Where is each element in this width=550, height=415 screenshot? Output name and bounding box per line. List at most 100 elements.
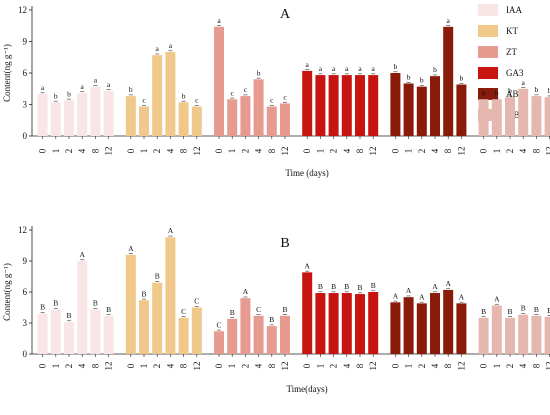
panel-a-ga3-0-significance-letter: a: [306, 60, 310, 69]
panel-a-iaa-12-x-tick-label: 12: [104, 147, 114, 156]
panel-a-ga3-12-bar: [368, 75, 379, 136]
panel-a-aba-12-x-tick-label: 12: [456, 147, 466, 156]
panel-a-zt-1-x-tick-label: 1: [227, 149, 237, 154]
panel-b-kt-1-bar: [139, 300, 149, 354]
panel-b-iaa-1-significance-letter: B: [53, 299, 58, 308]
panel-a-kt-4-x-tick-label: 4: [165, 148, 175, 153]
panel-a-ga3-12-significance-letter: a: [372, 64, 376, 73]
panel-a-ga3-4-bar: [341, 75, 352, 136]
panel-a-zt-1-significance-letter: c: [231, 88, 235, 97]
panel-b-6ba-12-significance-letter: B: [547, 306, 550, 315]
panel-b-zt-2-x-tick-label: 2: [240, 364, 250, 369]
panel-a-ga3-4-x-tick-label: 4: [342, 148, 352, 153]
panel-a-kt-2-bar: [152, 55, 163, 136]
panel-a-6ba-0-significance-letter: b: [482, 88, 486, 97]
panel-a-aba-12-significance-letter: b: [460, 74, 464, 83]
panel-a-6ba-4-x-tick-label: 4: [518, 148, 528, 153]
panel-a-zt-8-significance-letter: c: [270, 96, 274, 105]
panel-b-kt-4-significance-letter: A: [168, 226, 174, 235]
legend-label-ga3: GA3: [506, 68, 524, 78]
panel-b-kt-2-significance-letter: B: [155, 272, 160, 281]
panel-a-ga3-8-bar: [355, 75, 365, 136]
panel-b-iaa-0-bar: [37, 313, 48, 354]
panel-a-zt-2-x-tick-label: 2: [240, 149, 250, 154]
panel-a-iaa-1-significance-letter: b: [54, 91, 58, 100]
legend-label-iaa: IAA: [506, 5, 522, 15]
panel-a-ga3-1-x-tick-label: 1: [315, 149, 325, 154]
panel-a-zt-4-bar: [253, 79, 264, 136]
panel-b-aba-8-bar: [443, 289, 454, 354]
panel-a-aba-12-bar: [456, 84, 467, 136]
panel-b-aba-8-x-tick-label: 8: [443, 363, 453, 368]
panel-b-ga3-8-significance-letter: B: [357, 283, 362, 292]
panel-b-kt-8-significance-letter: C: [181, 307, 186, 316]
panel-b-6ba-1-bar: [491, 305, 502, 354]
panel-b-x-axis-title: Time(days): [287, 384, 328, 394]
legend-swatch-zt: [478, 46, 498, 58]
panel-a-ga3-2-bar: [328, 75, 339, 136]
panel-a-6ba-2-x-tick-label: 2: [505, 149, 515, 154]
panel-a-iaa-12-significance-letter: a: [107, 80, 111, 89]
panel-b-ga3-2-significance-letter: B: [331, 282, 336, 291]
panel-b-ga3-2-bar: [328, 293, 339, 354]
panel-b-zt-12-bar: [280, 315, 290, 354]
panel-b-zt-8-significance-letter: B: [269, 315, 274, 324]
panel-b-y-tick-label-9: 9: [23, 256, 28, 266]
panel-a-iaa-12-bar: [103, 90, 114, 136]
panel-b-y-tick-label-0: 0: [23, 349, 28, 359]
panel-a-aba-1-bar: [403, 83, 414, 136]
panel-a-zt-4-x-tick-label: 4: [254, 148, 264, 153]
panel-a-iaa-0-bar: [37, 94, 48, 136]
panel-b-kt-1-x-tick-label: 1: [139, 364, 149, 369]
panel-a-ga3-4-significance-letter: a: [345, 64, 349, 73]
panel-b-ga3-1-x-tick-label: 1: [315, 364, 325, 369]
panel-a-kt-0-bar: [125, 96, 136, 136]
panel-b-iaa-0-significance-letter: B: [40, 303, 45, 312]
legend-label-aba: ABA: [506, 89, 526, 99]
panel-b-iaa-12-bar: [103, 315, 114, 354]
legend-swatch-ga3: [478, 67, 498, 79]
panel-a-zt-0-bar: [214, 26, 224, 136]
panel-a-iaa-2-x-tick-label: 2: [64, 149, 74, 154]
panel-b-aba-0-significance-letter: A: [393, 291, 399, 300]
panel-b-6ba-8-bar: [531, 315, 542, 354]
panel-a-iaa-0-x-tick-label: 0: [38, 148, 48, 153]
panel-a-aba-1-x-tick-label: 1: [404, 149, 414, 154]
panel-a-ga3-0-bar: [302, 70, 313, 136]
panel-a-aba-0-bar: [390, 73, 401, 136]
panel-b-ga3-12-x-tick-label: 12: [368, 362, 378, 371]
panel-a-zt-1-bar: [227, 99, 238, 136]
panel-a-6ba-4-bar: [518, 88, 529, 136]
panel-b-aba-4-x-tick-label: 4: [430, 363, 440, 368]
panel-a-ga3-2-x-tick-label: 2: [329, 149, 339, 154]
panel-b-aba-4-bar: [430, 293, 440, 354]
panel-b-iaa-8-x-tick-label: 8: [90, 363, 100, 368]
panel-a-aba-4-significance-letter: b: [433, 65, 437, 74]
panel-b-6ba-1-significance-letter: A: [494, 294, 500, 303]
panel-a-aba-1-significance-letter: b: [407, 73, 411, 82]
panel-a-kt-2-significance-letter: a: [156, 44, 160, 53]
panel-a-y-tick-label-6: 6: [23, 68, 28, 78]
panel-a-kt-1-significance-letter: c: [142, 96, 146, 105]
panel-b-letter: B: [280, 236, 289, 251]
panel-a-letter: A: [280, 7, 291, 22]
panel-a-6ba-8-bar: [531, 96, 542, 136]
panel-b-ga3-4-significance-letter: B: [344, 282, 349, 291]
panel-a-aba-8-x-tick-label: 8: [443, 148, 453, 153]
panel-b-6ba-8-significance-letter: B: [534, 305, 539, 314]
panel-b-zt-2-bar: [240, 298, 251, 354]
panel-b-6ba-0-bar: [478, 317, 489, 354]
panel-a-ga3-0-x-tick-label: 0: [302, 148, 312, 153]
panel-a-ga3-2-significance-letter: a: [332, 64, 336, 73]
panel-a-ga3-1-bar: [315, 75, 326, 136]
panel-b-kt-8-bar: [178, 317, 189, 354]
panel-b-aba-8-significance-letter: A: [445, 279, 451, 288]
panel-a-aba-8-significance-letter: a: [447, 16, 451, 25]
panel-b-aba-2-bar: [416, 303, 427, 354]
panel-b-iaa-4-x-tick-label: 4: [77, 363, 87, 368]
panel-a-kt-8-bar: [178, 102, 189, 136]
panel-b-zt-1-significance-letter: B: [230, 308, 235, 317]
panel-b-6ba-4-bar: [518, 314, 529, 354]
